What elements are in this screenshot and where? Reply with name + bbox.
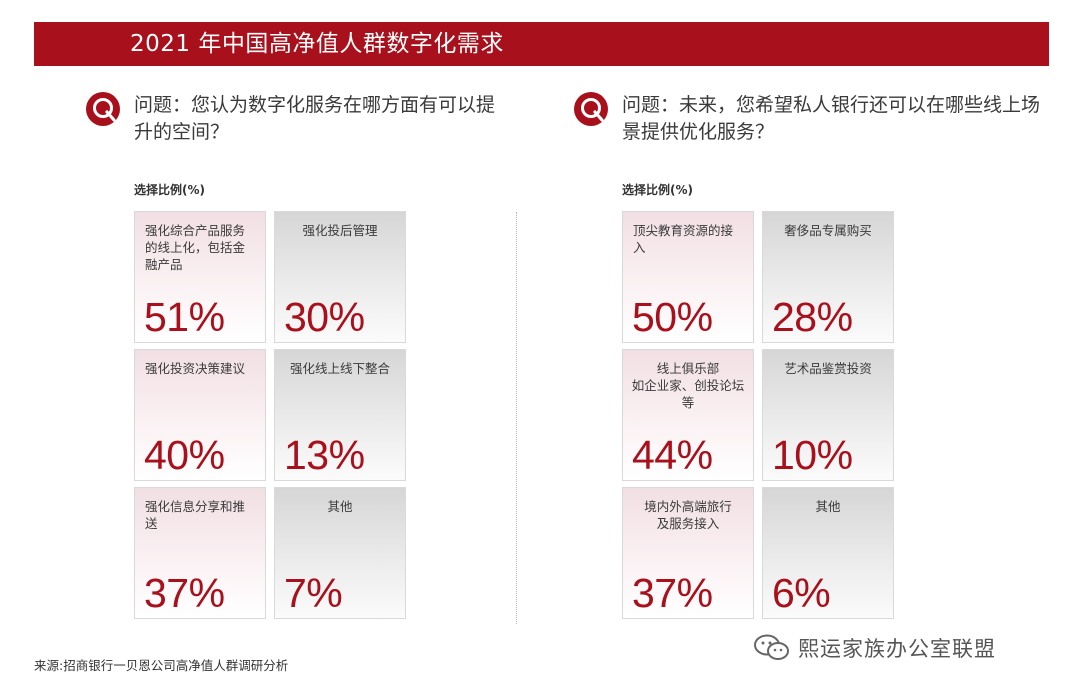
card-label: 奢侈品专属购买 bbox=[784, 223, 872, 238]
panel-divider bbox=[516, 212, 517, 624]
card-label: 强化投后管理 bbox=[302, 223, 378, 238]
wechat-icon bbox=[754, 634, 789, 660]
card-value: 44% bbox=[632, 432, 713, 478]
card-value: 13% bbox=[284, 432, 365, 478]
card-label: 艺术品鉴赏投资 bbox=[784, 361, 872, 376]
card-label: 线上俱乐部 如企业家、创投论坛等 bbox=[631, 361, 745, 410]
card-value: 6% bbox=[772, 570, 831, 616]
card-value: 28% bbox=[772, 294, 853, 340]
right-panel: 问题：未来，您希望私人银行还可以在哪些线上场景提供优化服务？ 选择比例(%) 顶… bbox=[572, 88, 1040, 628]
question-q-icon bbox=[574, 92, 608, 126]
card-value: 30% bbox=[284, 294, 365, 340]
card-label: 强化线上线下整合 bbox=[289, 361, 390, 376]
card-item: 强化投资决策建议 40% bbox=[134, 349, 266, 481]
card-item: 强化综合产品服务的线上化，包括金融产品 51% bbox=[134, 211, 266, 343]
left-panel: 问题：您认为数字化服务在哪方面有可以提升的空间？ 选择比例(%) 强化综合产品服… bbox=[84, 88, 524, 628]
page-title: 2021 年中国高净值人群数字化需求 bbox=[34, 22, 1049, 66]
source-note: 来源:招商银行一贝恩公司高净值人群调研分析 bbox=[34, 658, 289, 673]
card-label: 顶尖教育资源的接入 bbox=[633, 223, 734, 255]
card-label: 境内外高端旅行 及服务接入 bbox=[644, 499, 732, 531]
card-item: 艺术品鉴赏投资 10% bbox=[762, 349, 894, 481]
ratio-label: 选择比例(%) bbox=[622, 183, 693, 197]
card-label: 强化投资决策建议 bbox=[145, 361, 246, 376]
card-value: 7% bbox=[284, 570, 343, 616]
card-label: 其他 bbox=[327, 499, 353, 514]
card-item: 其他 7% bbox=[274, 487, 406, 619]
card-item: 顶尖教育资源的接入 50% bbox=[622, 211, 754, 343]
card-label: 其他 bbox=[815, 499, 841, 514]
card-value: 10% bbox=[772, 432, 853, 478]
card-item: 强化信息分享和推送 37% bbox=[134, 487, 266, 619]
card-value: 37% bbox=[144, 570, 225, 616]
card-item: 奢侈品专属购买 28% bbox=[762, 211, 894, 343]
card-value: 50% bbox=[632, 294, 713, 340]
card-value: 51% bbox=[144, 294, 225, 340]
card-value: 37% bbox=[632, 570, 713, 616]
card-item: 强化线上线下整合 13% bbox=[274, 349, 406, 481]
question-text: 问题：未来，您希望私人银行还可以在哪些线上场景提供优化服务？ bbox=[622, 94, 1041, 143]
card-item: 境内外高端旅行 及服务接入 37% bbox=[622, 487, 754, 619]
watermark-text: 熙运家族办公室联盟 bbox=[798, 637, 996, 661]
card-item: 其他 6% bbox=[762, 487, 894, 619]
question-q-icon bbox=[86, 92, 120, 126]
card-label: 强化信息分享和推送 bbox=[145, 499, 246, 531]
card-item: 强化投后管理 30% bbox=[274, 211, 406, 343]
watermark: 熙运家族办公室联盟 bbox=[752, 628, 996, 668]
question-text: 问题：您认为数字化服务在哪方面有可以提升的空间？ bbox=[134, 94, 496, 143]
card-value: 40% bbox=[144, 432, 225, 478]
card-label: 强化综合产品服务的线上化，包括金融产品 bbox=[145, 223, 246, 272]
card-item: 线上俱乐部 如企业家、创投论坛等 44% bbox=[622, 349, 754, 481]
ratio-label: 选择比例(%) bbox=[134, 183, 205, 197]
